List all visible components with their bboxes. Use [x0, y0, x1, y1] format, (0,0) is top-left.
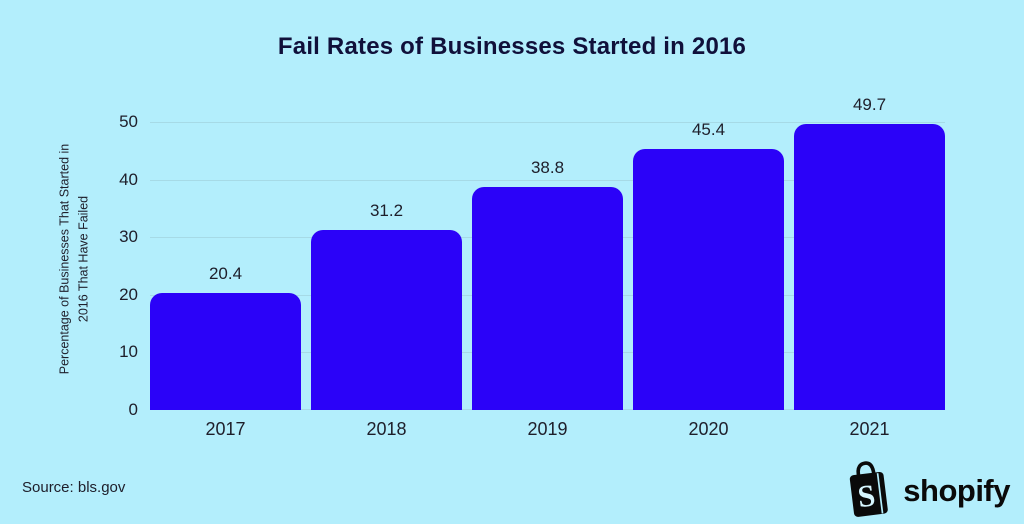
x-axis-label: 2021 — [849, 419, 890, 439]
bar-2021: 49.7 — [794, 95, 945, 410]
x-axis-label: 2019 — [527, 419, 568, 439]
x-axis-label: 2017 — [205, 419, 246, 439]
bar-value-label: 49.7 — [852, 94, 887, 114]
bar-value-label: 31.2 — [369, 201, 404, 221]
brand-logo: S shopify — [841, 460, 1010, 523]
y-tick-label: 20 — [119, 284, 138, 304]
bar-value-label: 20.4 — [208, 263, 243, 283]
source-note: Source: bls.gov — [22, 479, 126, 496]
y-tick-label: 0 — [128, 400, 138, 419]
gridline — [150, 179, 945, 181]
bar-2020: 45.4 — [633, 120, 784, 410]
bar-value-label: 45.4 — [691, 119, 726, 139]
shopify-bag-icon: S — [841, 460, 896, 523]
y-tick-label: 50 — [119, 112, 138, 131]
chart-title: Fail Rates of Businesses Started in 2016 — [277, 33, 747, 60]
plot-area: 20.4 31.2 38.8 45.4 49.7 — [150, 95, 945, 410]
bar-value-label: 38.8 — [530, 157, 565, 177]
bars: 20.4 31.2 38.8 45.4 49.7 — [150, 95, 945, 410]
bar-2017: 20.4 — [150, 264, 301, 410]
y-tick-label: 10 — [119, 342, 138, 362]
shopify-wordmark: shopify — [903, 473, 1010, 508]
y-tick-label: 40 — [119, 169, 138, 189]
x-axis-labels: 2017 2018 2019 2020 2021 — [150, 419, 945, 440]
y-tick-label: 30 — [119, 227, 138, 247]
x-axis-label: 2020 — [688, 419, 729, 439]
svg-text:S: S — [856, 477, 877, 514]
bar-2018: 31.2 — [311, 201, 462, 410]
bar-2019: 38.8 — [472, 158, 623, 410]
gridline — [150, 122, 945, 123]
x-axis-label: 2018 — [366, 419, 407, 439]
